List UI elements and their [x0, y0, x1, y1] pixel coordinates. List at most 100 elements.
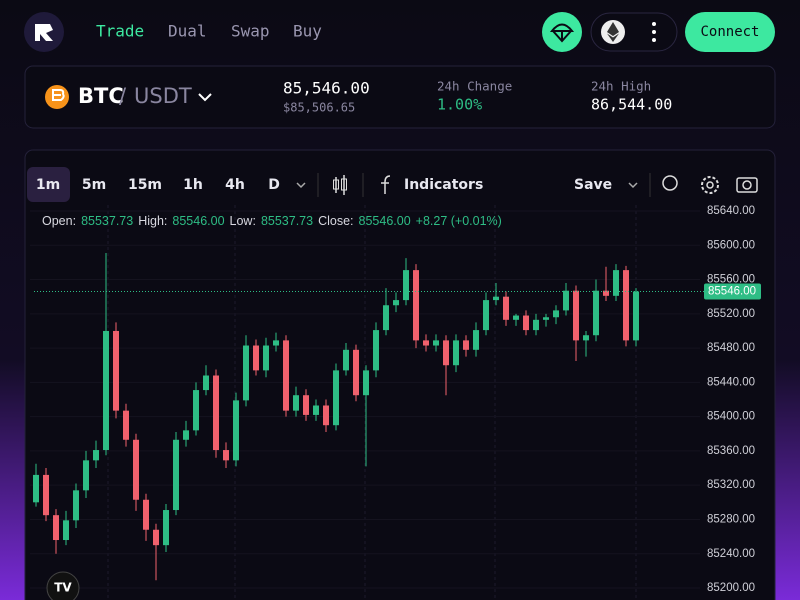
legend-label: Low: — [229, 214, 256, 228]
tradingview-logo[interactable] — [46, 571, 80, 600]
save-button[interactable]: Save — [574, 177, 612, 193]
candle-body — [163, 510, 169, 546]
candle-body — [353, 349, 359, 396]
quote-asset[interactable]: USDT — [134, 84, 192, 108]
y-tick-label: 85200.00 — [707, 582, 755, 594]
interval-chevron[interactable] — [296, 182, 306, 189]
legend-value: 85546.00 — [358, 214, 411, 228]
candle-body — [43, 474, 49, 516]
connect-button[interactable] — [685, 12, 775, 52]
nav-item[interactable]: Swap — [231, 22, 270, 41]
candle-body — [583, 335, 589, 341]
last-price: 85,546.00 — [283, 79, 370, 98]
interval-selected — [27, 167, 70, 202]
y-tick-label: 85640.00 — [707, 205, 755, 217]
candle-body — [503, 296, 509, 320]
interval[interactable]: 1h — [183, 177, 203, 193]
candle-body — [123, 410, 129, 440]
usd-price: $85,506.65 — [283, 101, 355, 115]
menu-dot[interactable] — [652, 22, 656, 26]
tradingview-mark: TV — [54, 581, 72, 595]
candle-body — [143, 499, 149, 530]
interval[interactable]: 5m — [82, 177, 106, 193]
candle-body — [213, 375, 219, 451]
legend-value: 85546.00 — [172, 214, 225, 228]
candle-body — [283, 340, 289, 411]
candle-body — [563, 290, 569, 311]
interval[interactable]: 4h — [225, 177, 245, 193]
settings-icon-core — [706, 181, 714, 189]
nav-item[interactable]: Buy — [293, 22, 322, 41]
candle-body — [63, 520, 69, 541]
interval[interactable]: 1m — [36, 177, 60, 193]
candle-body — [293, 395, 299, 411]
candle-body — [93, 450, 99, 461]
candle-body — [463, 340, 469, 350]
y-tick-label: 85520.00 — [707, 308, 755, 320]
high-label: 24h High — [591, 79, 651, 94]
high-value: 86,544.00 — [591, 96, 672, 114]
y-tick-label: 85480.00 — [707, 342, 755, 354]
legend-value: 85537.73 — [81, 214, 134, 228]
y-tick-label: 85240.00 — [707, 548, 755, 560]
candle-body — [633, 291, 639, 341]
legend-label: Open: — [42, 214, 77, 228]
candle-body — [613, 270, 619, 296]
candle-body — [183, 430, 189, 440]
candle-body — [593, 290, 599, 336]
candle-body — [153, 529, 159, 546]
save-chevron[interactable] — [628, 182, 638, 189]
candle-body — [273, 340, 279, 346]
menu-dot — [652, 38, 656, 42]
candle-body — [433, 340, 439, 346]
y-tick-label: 85320.00 — [707, 479, 755, 491]
candle-body — [553, 310, 559, 318]
y-tick-label: 85440.00 — [707, 376, 755, 388]
candle-body — [323, 405, 329, 426]
interval[interactable]: 15m — [128, 177, 162, 193]
change-label: 24h Change — [437, 79, 512, 94]
y-tick-label: 85600.00 — [707, 239, 755, 251]
interval[interactable]: D — [268, 177, 280, 193]
screenshot-icon-lens — [742, 180, 752, 190]
parachute-icon — [549, 23, 575, 43]
candle-body — [133, 439, 139, 500]
chart-type-icon-body — [333, 179, 339, 190]
candle-body — [333, 370, 339, 426]
legend-label: High: — [138, 214, 168, 228]
btc-glyph — [52, 89, 65, 101]
candle-body — [483, 300, 489, 331]
candle-body — [373, 330, 379, 371]
candle-body — [453, 340, 459, 366]
candle-body — [493, 296, 499, 301]
candle-body — [33, 474, 39, 503]
connect-label: Connect — [700, 24, 759, 40]
candle-body — [243, 345, 249, 401]
candle-body — [393, 300, 399, 306]
candle-body — [53, 515, 59, 541]
chart-type-icon-body — [341, 178, 347, 191]
replay-icon[interactable] — [662, 175, 678, 191]
candle-body — [603, 290, 609, 296]
base-asset[interactable]: BTC — [78, 84, 124, 108]
pair-chevron[interactable] — [198, 93, 212, 102]
nav-item[interactable]: Dual — [168, 22, 207, 41]
candle-body — [423, 340, 429, 346]
fx-icon[interactable] — [381, 175, 391, 194]
last-price-tag — [704, 283, 761, 300]
candle-body — [363, 370, 369, 396]
nav-item[interactable]: Trade — [96, 22, 144, 41]
candle-body — [233, 400, 239, 461]
candle-body — [263, 345, 269, 371]
indicators-button[interactable]: Indicators — [404, 177, 483, 193]
candle-body — [193, 390, 199, 431]
screenshot-icon[interactable] — [736, 177, 758, 193]
candle-body — [203, 375, 209, 391]
candle-body — [103, 330, 109, 451]
candle-body — [443, 340, 449, 366]
last-price-label: 85546.00 — [708, 286, 756, 298]
menu-dot — [652, 30, 656, 34]
settings-icon[interactable] — [701, 176, 719, 194]
